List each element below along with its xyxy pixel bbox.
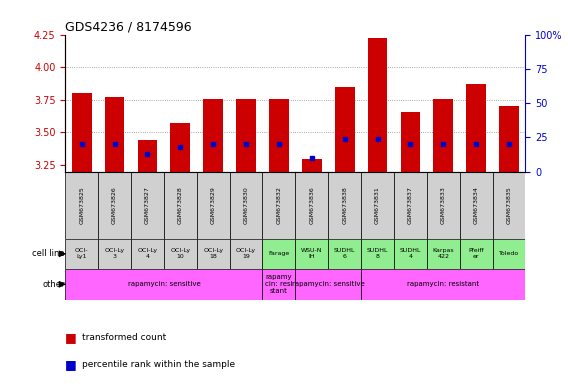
FancyBboxPatch shape <box>328 172 361 238</box>
FancyBboxPatch shape <box>460 172 492 238</box>
Text: rapamycin: sensitive: rapamycin: sensitive <box>128 281 201 287</box>
Text: GSM673831: GSM673831 <box>375 186 380 224</box>
FancyBboxPatch shape <box>262 269 295 300</box>
Bar <box>302 159 321 172</box>
Text: OCI-Ly
3: OCI-Ly 3 <box>105 248 125 259</box>
FancyBboxPatch shape <box>361 238 394 269</box>
Text: GSM673835: GSM673835 <box>507 186 511 224</box>
Text: GSM673832: GSM673832 <box>277 186 281 224</box>
Bar <box>269 99 289 172</box>
Bar <box>335 87 354 172</box>
FancyBboxPatch shape <box>262 172 295 238</box>
Bar <box>400 112 420 172</box>
FancyBboxPatch shape <box>262 238 295 269</box>
Bar <box>137 140 157 172</box>
FancyBboxPatch shape <box>197 172 229 238</box>
Text: OCI-Ly
19: OCI-Ly 19 <box>236 248 256 259</box>
Text: SUDHL
6: SUDHL 6 <box>334 248 356 259</box>
Text: Toledo: Toledo <box>499 252 519 257</box>
Bar <box>72 93 91 172</box>
FancyBboxPatch shape <box>65 172 98 238</box>
FancyBboxPatch shape <box>492 172 525 238</box>
FancyBboxPatch shape <box>492 238 525 269</box>
Text: rapamycin: sensitive: rapamycin: sensitive <box>292 281 365 287</box>
Text: GDS4236 / 8174596: GDS4236 / 8174596 <box>65 20 192 33</box>
Text: OCI-Ly
18: OCI-Ly 18 <box>203 248 223 259</box>
Bar <box>105 97 124 172</box>
Text: Pfeiff
er: Pfeiff er <box>468 248 484 259</box>
Text: GSM673829: GSM673829 <box>211 186 216 224</box>
FancyBboxPatch shape <box>394 238 427 269</box>
Text: ■: ■ <box>65 331 77 344</box>
Text: GSM673825: GSM673825 <box>80 186 84 224</box>
Text: OCI-
Ly1: OCI- Ly1 <box>75 248 89 259</box>
Text: ■: ■ <box>65 358 77 371</box>
Text: GSM673838: GSM673838 <box>342 186 347 224</box>
FancyBboxPatch shape <box>361 172 394 238</box>
Bar <box>367 38 387 172</box>
FancyBboxPatch shape <box>197 238 229 269</box>
FancyBboxPatch shape <box>427 172 460 238</box>
Text: transformed count: transformed count <box>82 333 166 343</box>
Text: OCI-Ly
4: OCI-Ly 4 <box>137 248 157 259</box>
FancyBboxPatch shape <box>98 238 131 269</box>
Bar <box>466 84 486 172</box>
Text: GSM673826: GSM673826 <box>112 186 117 224</box>
Text: WSU-N
IH: WSU-N IH <box>301 248 323 259</box>
Text: OCI-Ly
10: OCI-Ly 10 <box>170 248 190 259</box>
Text: GSM673836: GSM673836 <box>310 186 314 224</box>
Text: GSM673830: GSM673830 <box>244 186 249 224</box>
FancyBboxPatch shape <box>460 238 492 269</box>
Text: cell line: cell line <box>32 249 65 258</box>
Bar <box>170 123 190 172</box>
Bar <box>203 99 223 172</box>
Text: rapamycin: resistant: rapamycin: resistant <box>407 281 479 287</box>
Text: Karpas
422: Karpas 422 <box>432 248 454 259</box>
FancyBboxPatch shape <box>394 172 427 238</box>
FancyBboxPatch shape <box>361 269 525 300</box>
Text: SUDHL
8: SUDHL 8 <box>367 248 389 259</box>
Text: GSM673834: GSM673834 <box>474 186 479 224</box>
FancyBboxPatch shape <box>164 172 197 238</box>
Text: other: other <box>42 280 65 289</box>
FancyBboxPatch shape <box>328 238 361 269</box>
Text: SUDHL
4: SUDHL 4 <box>400 248 421 259</box>
FancyBboxPatch shape <box>131 172 164 238</box>
FancyBboxPatch shape <box>229 238 262 269</box>
FancyBboxPatch shape <box>131 238 164 269</box>
Bar <box>499 106 519 172</box>
Text: Farage: Farage <box>268 252 290 257</box>
Text: percentile rank within the sample: percentile rank within the sample <box>82 360 236 369</box>
Text: rapamy
cin: resi
stant: rapamy cin: resi stant <box>265 274 293 294</box>
FancyBboxPatch shape <box>295 172 328 238</box>
Text: GSM673833: GSM673833 <box>441 186 446 224</box>
Bar <box>236 99 256 172</box>
FancyBboxPatch shape <box>295 238 328 269</box>
Bar <box>433 99 453 172</box>
FancyBboxPatch shape <box>98 172 131 238</box>
Text: GSM673827: GSM673827 <box>145 186 150 224</box>
FancyBboxPatch shape <box>229 172 262 238</box>
FancyBboxPatch shape <box>65 238 98 269</box>
FancyBboxPatch shape <box>164 238 197 269</box>
Text: GSM673837: GSM673837 <box>408 186 413 224</box>
FancyBboxPatch shape <box>65 269 262 300</box>
FancyBboxPatch shape <box>427 238 460 269</box>
FancyBboxPatch shape <box>295 269 361 300</box>
Text: GSM673828: GSM673828 <box>178 186 183 224</box>
